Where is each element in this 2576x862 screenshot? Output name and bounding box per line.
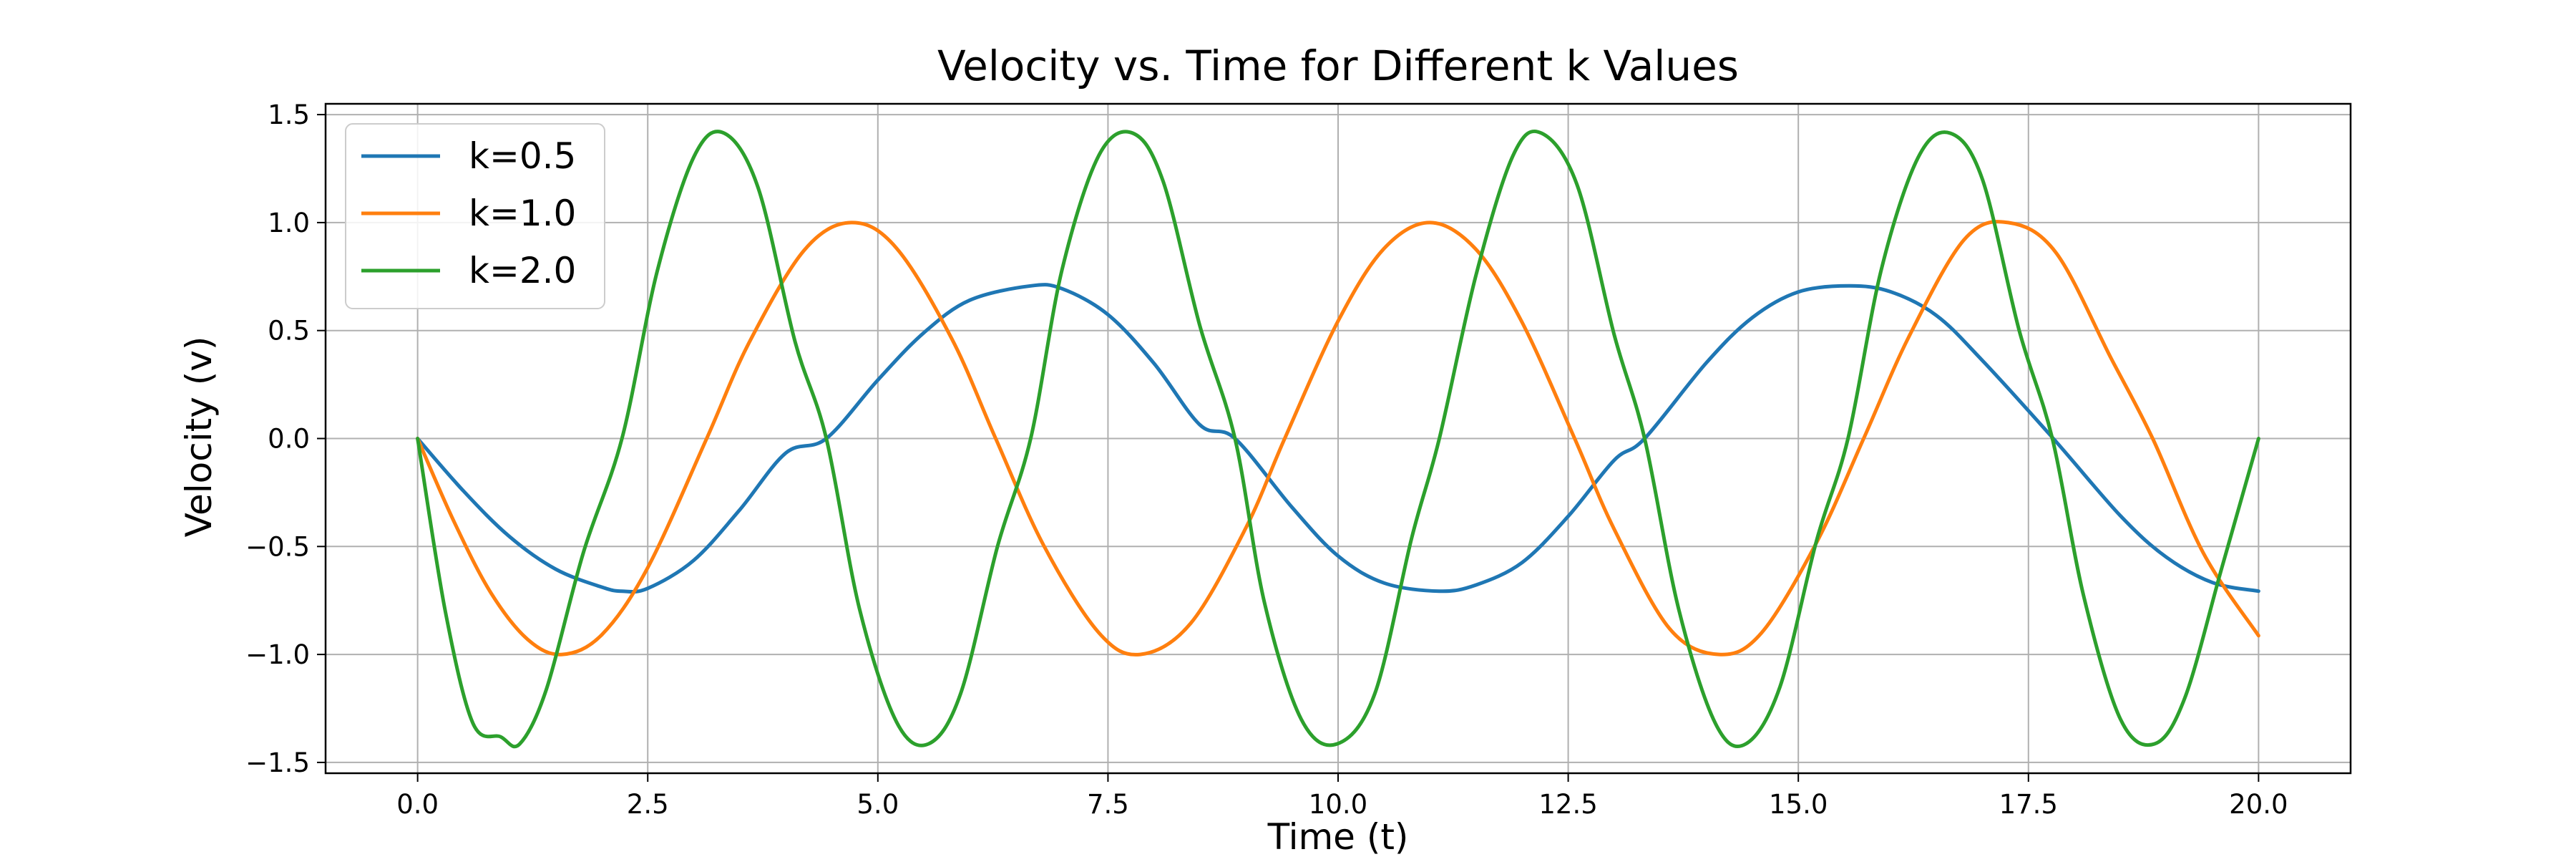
x-tick-label: 5.0 [857,789,899,820]
y-tick-label: 1.0 [268,208,310,238]
x-tick-label: 12.5 [1538,789,1597,820]
x-tick-label: 17.5 [1999,789,2058,820]
legend-label-1: k=1.0 [469,193,576,234]
chart-title: Velocity vs. Time for Different k Values [937,42,1739,90]
y-tick-label: −1.0 [245,639,310,670]
y-tick-label: −1.5 [245,747,310,778]
y-tick-label: 1.5 [268,100,310,130]
series-line-0 [416,283,2260,594]
legend-label-0: k=0.5 [469,135,576,177]
y-tick-label: 0.5 [268,316,310,347]
legend: k=0.5 k=1.0 k=2.0 [345,123,605,309]
x-axis-label: Time (t) [1267,816,1409,858]
x-tick-label: 15.0 [1769,789,1828,820]
legend-box [345,123,605,309]
grid-lines [326,104,2351,773]
x-tick-label: 10.0 [1309,789,1367,820]
axis-ticks: 0.0 2.5 5.0 7.5 10.0 12.5 15.0 17.5 20.0 −1.5 −1.0… [245,100,2288,820]
x-tick-label: 20.0 [2229,789,2288,820]
series-line-1 [416,220,2260,657]
x-tick-label: 7.5 [1087,789,1129,820]
y-tick-label: 0.0 [268,424,310,455]
series-lines [416,129,2260,749]
series-line-2 [416,129,2260,749]
y-tick-label: −0.5 [245,531,310,562]
y-axis-label: Velocity (v) [178,336,220,538]
x-tick-label: 0.0 [396,789,439,820]
x-tick-label: 2.5 [627,789,669,820]
legend-label-2: k=2.0 [469,250,576,291]
